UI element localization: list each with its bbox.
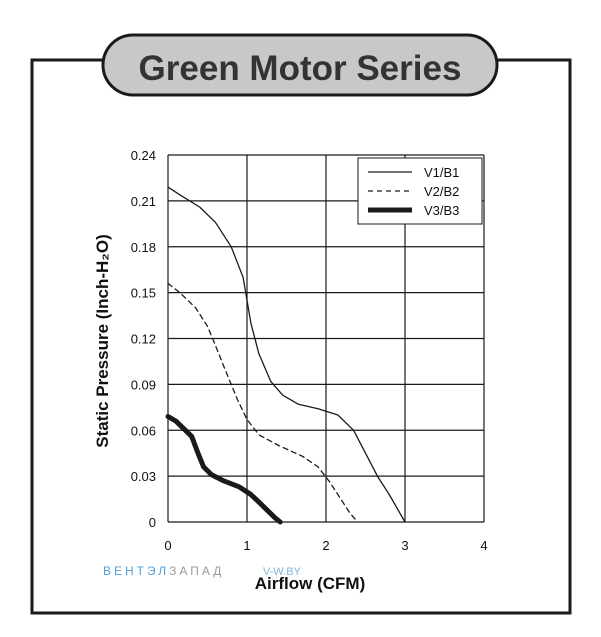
watermark-brand-part2: ЗАПАД	[169, 564, 224, 578]
series-line-v2-b2	[167, 282, 359, 523]
watermark-brand-part1: ВЕНТЭЛ	[103, 564, 169, 578]
series-line-v1-b1	[167, 186, 406, 523]
x-axis-title: Airflow (CFM)	[255, 574, 365, 593]
x-tick-label: 2	[322, 538, 329, 553]
x-tick-label: 0	[164, 538, 171, 553]
y-axis-title: Static Pressure (Inch-H₂O)	[93, 234, 112, 448]
x-tick-label: 4	[480, 538, 487, 553]
legend-box	[357, 157, 483, 225]
y-tick-label: 0.06	[131, 423, 156, 438]
y-tick-label: 0.09	[131, 377, 156, 392]
legend: V1/B1 V2/B2 V3/B3	[357, 157, 483, 225]
y-tick-label: 0.12	[131, 332, 156, 347]
series-line-v3-b3	[165, 414, 283, 525]
plot-area: 0 1 2 3 4 0 0.03 0.06 0.09 0.12 0.15 0.18 0.21 0.24 V1…	[131, 148, 488, 553]
y-tick-label: 0.15	[131, 286, 156, 301]
x-tick-label: 3	[401, 538, 408, 553]
y-tick-label: 0.18	[131, 240, 156, 255]
y-tick-label: 0	[149, 515, 156, 530]
watermark-brand: ВЕНТЭЛЗАПАД	[103, 564, 224, 578]
x-tick-label: 1	[243, 538, 250, 553]
y-tick-label: 0.21	[131, 194, 156, 209]
outer-frame	[30, 58, 572, 615]
watermark-site: V-W.BY	[263, 566, 302, 578]
title-pill	[101, 33, 499, 97]
legend-label: V2/B2	[424, 184, 459, 199]
y-tick-label: 0.24	[131, 148, 156, 163]
chart-title: Green Motor Series	[139, 49, 462, 88]
legend-label: V3/B3	[424, 203, 459, 218]
y-tick-label: 0.03	[131, 469, 156, 484]
legend-label: V1/B1	[424, 165, 459, 180]
